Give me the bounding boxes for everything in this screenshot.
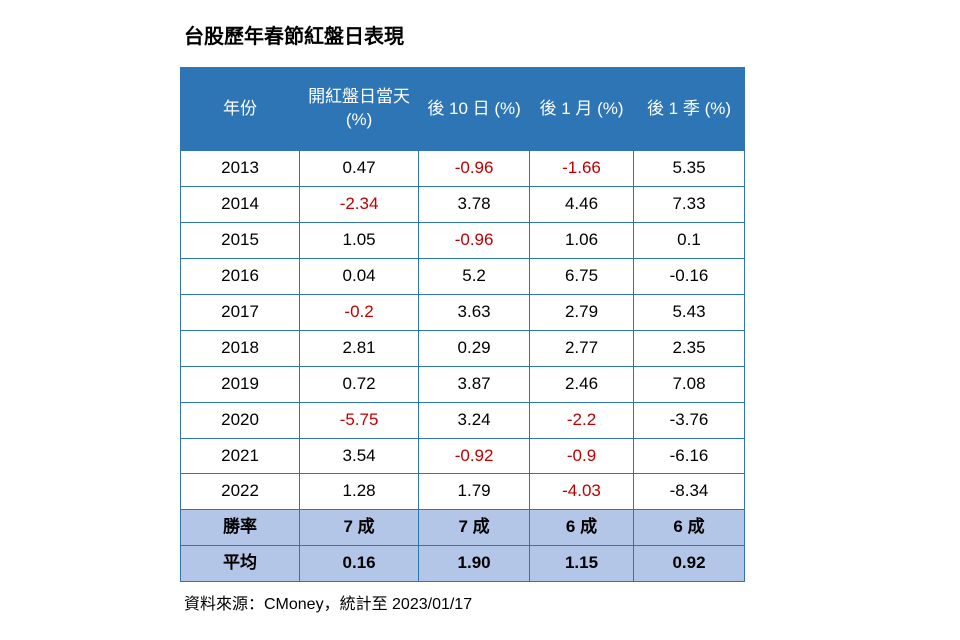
table-cell: 0.47 — [300, 151, 419, 187]
col-year: 年份 — [181, 68, 300, 151]
table-cell: -0.96 — [419, 222, 530, 258]
table-cell: -6.16 — [633, 438, 744, 474]
table-cell: 2.46 — [530, 366, 634, 402]
table-row: 20130.47-0.96-1.665.35 — [181, 151, 745, 187]
table-cell: 4.46 — [530, 186, 634, 222]
summary-cell: 6 成 — [530, 510, 634, 546]
table-cell: -2.34 — [300, 186, 419, 222]
table-cell: 3.87 — [419, 366, 530, 402]
table-cell: -0.16 — [633, 258, 744, 294]
table-cell: 2019 — [181, 366, 300, 402]
table-cell: -4.03 — [530, 474, 634, 510]
table-cell: 0.04 — [300, 258, 419, 294]
table-cell: 5.2 — [419, 258, 530, 294]
performance-table: 年份 開紅盤日當天 (%) 後 10 日 (%) 後 1 月 (%) 後 1 季… — [180, 67, 745, 582]
table-cell: 2016 — [181, 258, 300, 294]
table-cell: 6.75 — [530, 258, 634, 294]
summary-cell: 平均 — [181, 546, 300, 582]
table-cell: 2015 — [181, 222, 300, 258]
table-cell: 2014 — [181, 186, 300, 222]
summary-cell: 0.16 — [300, 546, 419, 582]
table-cell: 2020 — [181, 402, 300, 438]
table-row: 20151.05-0.961.060.1 — [181, 222, 745, 258]
table-cell: 5.35 — [633, 151, 744, 187]
summary-cell: 1.90 — [419, 546, 530, 582]
table-cell: 1.05 — [300, 222, 419, 258]
table-cell: 3.78 — [419, 186, 530, 222]
table-cell: -5.75 — [300, 402, 419, 438]
summary-row: 勝率7 成7 成6 成6 成 — [181, 510, 745, 546]
table-cell: 1.79 — [419, 474, 530, 510]
table-cell: 0.72 — [300, 366, 419, 402]
col-open-day: 開紅盤日當天 (%) — [300, 68, 419, 151]
summary-row: 平均0.161.901.150.92 — [181, 546, 745, 582]
table-cell: 3.63 — [419, 294, 530, 330]
source-note: 資料來源：CMoney，統計至 2023/01/17 — [184, 590, 800, 614]
table-cell: 3.24 — [419, 402, 530, 438]
table-cell: -2.2 — [530, 402, 634, 438]
table-row: 2020-5.753.24-2.2-3.76 — [181, 402, 745, 438]
table-cell: 0.1 — [633, 222, 744, 258]
table-cell: 2018 — [181, 330, 300, 366]
summary-cell: 勝率 — [181, 510, 300, 546]
summary-cell: 7 成 — [300, 510, 419, 546]
table-row: 2017-0.23.632.795.43 — [181, 294, 745, 330]
table-cell: -0.9 — [530, 438, 634, 474]
summary-cell: 6 成 — [633, 510, 744, 546]
table-row: 20221.281.79-4.03-8.34 — [181, 474, 745, 510]
table-cell: 2.81 — [300, 330, 419, 366]
table-cell: 3.54 — [300, 438, 419, 474]
table-cell: 7.33 — [633, 186, 744, 222]
col-1m: 後 1 月 (%) — [530, 68, 634, 151]
table-cell: -0.92 — [419, 438, 530, 474]
summary-cell: 0.92 — [633, 546, 744, 582]
table-row: 20190.723.872.467.08 — [181, 366, 745, 402]
table-cell: 2013 — [181, 151, 300, 187]
summary-cell: 7 成 — [419, 510, 530, 546]
table-cell: 0.29 — [419, 330, 530, 366]
page-title: 台股歷年春節紅盤日表現 — [184, 20, 800, 49]
table-cell: -0.2 — [300, 294, 419, 330]
table-container: 台股歷年春節紅盤日表現 年份 開紅盤日當天 (%) 後 10 日 (%) 後 1… — [0, 0, 800, 614]
table-cell: 1.06 — [530, 222, 634, 258]
col-1q: 後 1 季 (%) — [633, 68, 744, 151]
table-cell: 2.77 — [530, 330, 634, 366]
table-row: 20213.54-0.92-0.9-6.16 — [181, 438, 745, 474]
table-cell: 1.28 — [300, 474, 419, 510]
table-cell: 5.43 — [633, 294, 744, 330]
table-cell: 2021 — [181, 438, 300, 474]
table-row: 2014-2.343.784.467.33 — [181, 186, 745, 222]
summary-cell: 1.15 — [530, 546, 634, 582]
table-row: 20182.810.292.772.35 — [181, 330, 745, 366]
table-body: 20130.47-0.96-1.665.352014-2.343.784.467… — [181, 151, 745, 582]
table-header: 年份 開紅盤日當天 (%) 後 10 日 (%) 後 1 月 (%) 後 1 季… — [181, 68, 745, 151]
table-row: 20160.045.26.75-0.16 — [181, 258, 745, 294]
table-cell: 7.08 — [633, 366, 744, 402]
table-cell: -0.96 — [419, 151, 530, 187]
col-10d: 後 10 日 (%) — [419, 68, 530, 151]
table-cell: -3.76 — [633, 402, 744, 438]
table-cell: 2017 — [181, 294, 300, 330]
table-cell: 2.79 — [530, 294, 634, 330]
table-cell: -1.66 — [530, 151, 634, 187]
table-cell: -8.34 — [633, 474, 744, 510]
table-cell: 2.35 — [633, 330, 744, 366]
table-cell: 2022 — [181, 474, 300, 510]
